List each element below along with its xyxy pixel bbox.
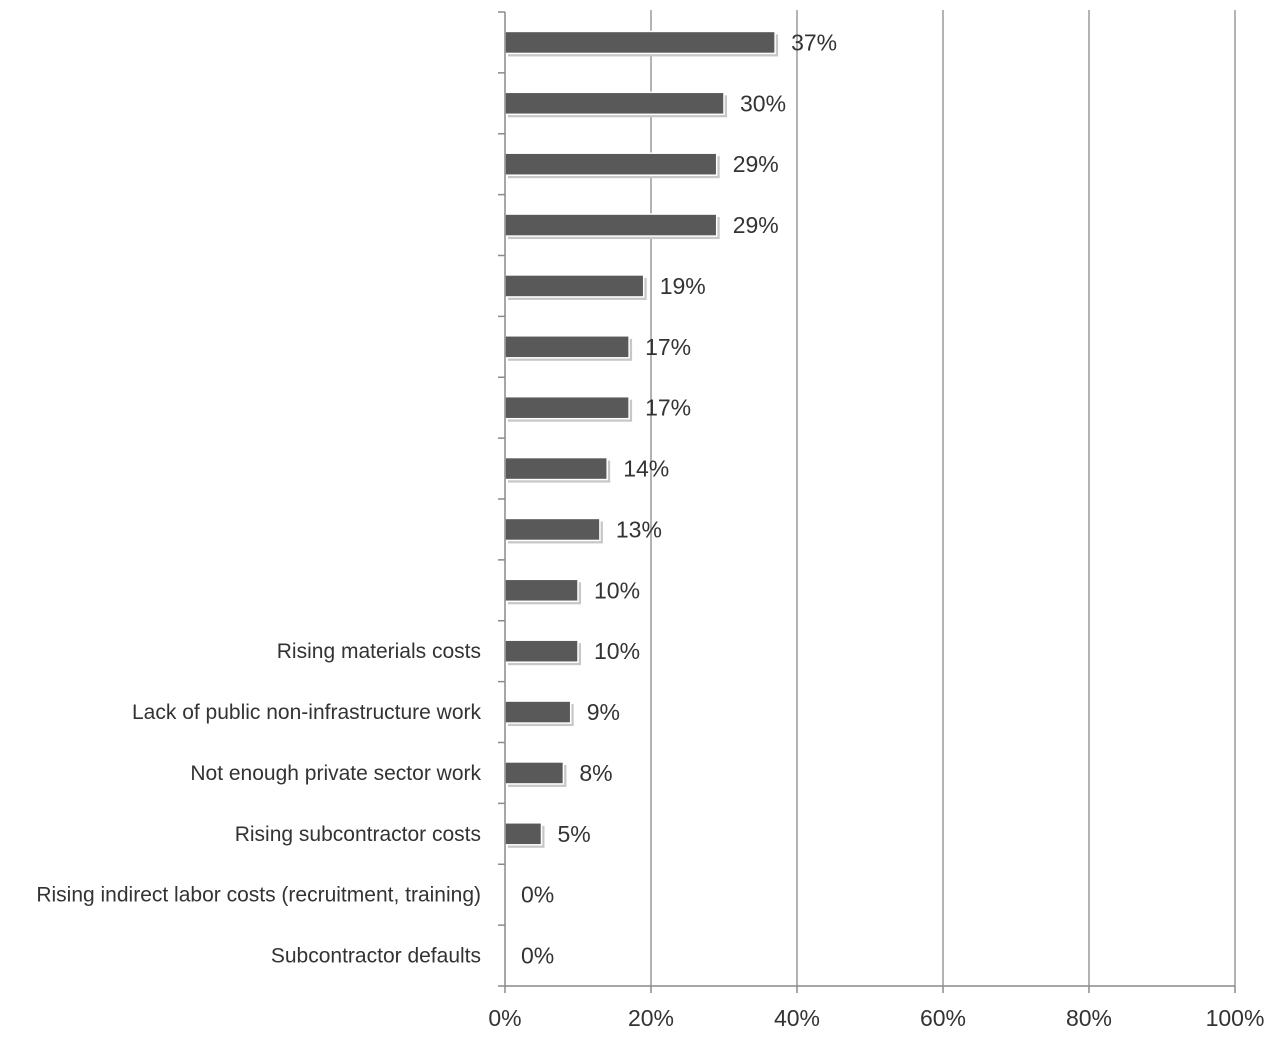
data-label: 29% xyxy=(733,212,779,238)
labels: 0% 20% 40% 60% 80% 100% 37% 30% 29% 29% 19% 17% 17% 1… xyxy=(36,29,1264,1031)
bar xyxy=(504,274,645,298)
bar xyxy=(504,335,630,359)
data-label: 9% xyxy=(587,699,620,725)
category-label: Not enough private sector work xyxy=(190,762,481,785)
bar xyxy=(504,30,776,55)
data-label: 30% xyxy=(740,90,786,116)
data-label: 17% xyxy=(645,334,691,360)
bars xyxy=(504,30,779,848)
bar xyxy=(504,761,565,785)
data-label: 37% xyxy=(791,29,837,55)
data-label: 29% xyxy=(733,151,779,177)
data-label: 10% xyxy=(594,577,640,603)
data-label: 0% xyxy=(521,943,554,969)
bar xyxy=(504,578,579,603)
bar xyxy=(504,91,725,116)
bar xyxy=(504,639,579,663)
category-label: Rising indirect labor costs (recruitment… xyxy=(36,884,481,907)
data-label: 14% xyxy=(623,456,669,482)
category-label: Subcontractor defaults xyxy=(271,945,481,968)
category-label: Lack of public non-infrastructure work xyxy=(132,701,481,724)
data-label: 0% xyxy=(521,882,554,908)
data-label: 17% xyxy=(645,395,691,421)
bar xyxy=(504,822,543,846)
x-tick-label: 80% xyxy=(1066,1005,1112,1031)
axes xyxy=(498,11,1236,993)
bar xyxy=(504,456,608,481)
data-label: 8% xyxy=(579,760,612,786)
bar xyxy=(504,395,630,420)
data-label: 5% xyxy=(558,821,591,847)
bar xyxy=(504,213,718,237)
x-tick-label: 60% xyxy=(920,1005,966,1031)
bar xyxy=(504,700,572,724)
x-tick-label: 100% xyxy=(1206,1005,1265,1031)
x-tick-label: 20% xyxy=(628,1005,674,1031)
data-label: 13% xyxy=(616,516,662,542)
data-label: 19% xyxy=(660,273,706,299)
category-label: Rising subcontractor costs xyxy=(235,823,481,846)
x-tick-label: 40% xyxy=(774,1005,820,1031)
x-tick-label: 0% xyxy=(488,1005,521,1031)
bar xyxy=(504,152,718,176)
gridlines xyxy=(650,10,1236,986)
data-label: 10% xyxy=(594,638,640,664)
category-label: Rising materials costs xyxy=(277,640,481,663)
bar xyxy=(504,517,601,542)
